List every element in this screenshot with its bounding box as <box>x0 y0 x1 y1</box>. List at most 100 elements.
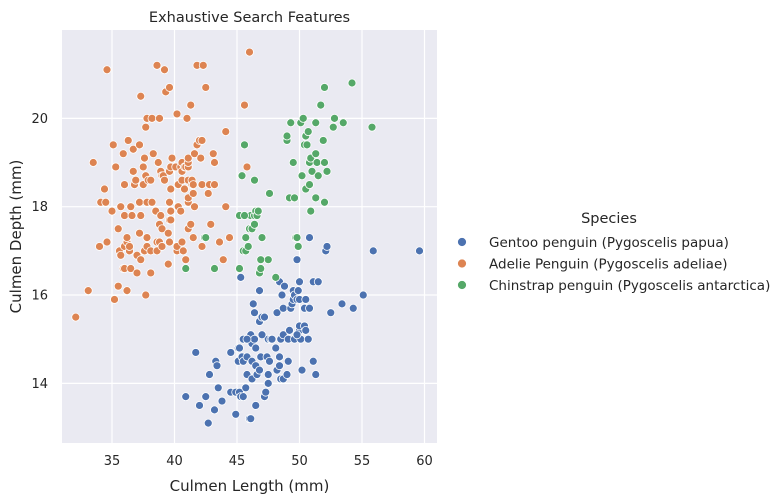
legend-label-series-1: Adelie Penguin (Pygoscelis adeliae) <box>489 257 728 273</box>
data-point-series-0 <box>260 312 269 322</box>
data-point-series-2 <box>328 122 338 132</box>
y-tick-label: 16 <box>31 289 48 304</box>
data-point-series-1 <box>160 65 169 75</box>
data-point-series-2 <box>312 158 322 167</box>
data-point-series-0 <box>358 290 368 300</box>
y-tick-label: 20 <box>31 112 48 127</box>
data-point-series-1 <box>182 113 192 123</box>
data-point-series-0 <box>181 392 191 402</box>
data-point-series-0 <box>213 383 223 393</box>
data-point-series-1 <box>138 162 148 172</box>
data-point-series-1 <box>206 219 216 229</box>
data-point-series-1 <box>113 281 123 291</box>
data-point-series-1 <box>165 237 174 247</box>
data-point-series-1 <box>172 109 182 119</box>
data-point-series-2 <box>313 171 323 181</box>
data-point-series-1 <box>95 242 104 251</box>
data-point-series-0 <box>210 405 219 415</box>
data-point-series-0 <box>322 242 332 251</box>
legend-marker-series-1 <box>457 258 467 269</box>
data-point-series-0 <box>303 334 313 344</box>
data-point-series-0 <box>326 308 336 318</box>
data-point-series-0 <box>368 246 378 256</box>
data-point-series-1 <box>196 153 206 163</box>
data-point-series-1 <box>88 158 98 167</box>
data-point-series-1 <box>203 189 213 198</box>
data-point-series-0 <box>293 286 303 296</box>
data-point-series-2 <box>256 255 266 265</box>
data-point-series-1 <box>245 47 254 57</box>
data-point-series-2 <box>181 264 191 273</box>
data-point-series-1 <box>221 127 231 136</box>
data-point-series-0 <box>257 330 267 340</box>
data-point-series-1 <box>152 60 162 70</box>
x-tick-labels: 35 40 45 50 55 60 <box>104 454 433 469</box>
data-point-series-1 <box>242 162 252 172</box>
data-point-series-1 <box>118 149 128 159</box>
data-point-series-2 <box>263 255 273 265</box>
data-point-series-2 <box>297 171 307 181</box>
data-point-series-1 <box>108 140 118 150</box>
data-point-series-2 <box>293 242 303 251</box>
data-point-series-1 <box>163 259 173 269</box>
data-point-series-1 <box>166 184 176 194</box>
data-point-series-0 <box>337 299 347 309</box>
data-point-series-1 <box>155 113 164 123</box>
data-point-series-0 <box>217 396 227 406</box>
data-point-series-1 <box>101 197 111 207</box>
data-point-series-0 <box>263 378 273 388</box>
data-point-series-1 <box>210 158 219 167</box>
data-point-series-0 <box>251 401 261 410</box>
data-point-series-2 <box>311 193 321 203</box>
data-point-series-0 <box>236 272 246 282</box>
data-point-series-0 <box>275 352 284 362</box>
data-point-series-1 <box>225 233 234 243</box>
data-point-series-2 <box>286 118 296 128</box>
data-point-series-0 <box>250 334 259 344</box>
data-point-series-0 <box>301 295 311 304</box>
data-point-series-2 <box>237 171 247 181</box>
data-point-series-1 <box>188 189 198 198</box>
x-tick-label: 40 <box>166 454 183 469</box>
data-point-series-1 <box>147 197 157 207</box>
data-point-series-1 <box>165 83 174 92</box>
legend-label-series-0: Gentoo penguin (Pygoscelis papua) <box>489 235 729 251</box>
data-point-series-1 <box>165 197 174 207</box>
data-point-series-0 <box>280 281 289 291</box>
data-point-series-0 <box>271 343 281 353</box>
data-point-series-2 <box>318 136 328 145</box>
data-point-series-0 <box>297 365 307 375</box>
data-point-series-1 <box>186 100 196 110</box>
data-point-series-1 <box>197 136 207 145</box>
y-tick-label: 18 <box>31 200 48 215</box>
data-point-series-0 <box>305 303 314 313</box>
data-point-series-0 <box>277 290 287 300</box>
data-point-series-1 <box>157 242 167 251</box>
data-point-series-0 <box>201 392 211 402</box>
data-point-series-2 <box>347 78 357 88</box>
legend-marker-series-2 <box>457 280 467 290</box>
data-point-series-2 <box>282 131 292 141</box>
data-point-series-1 <box>183 153 193 163</box>
data-point-series-1 <box>126 264 136 273</box>
data-point-series-0 <box>212 361 222 371</box>
data-point-series-1 <box>148 149 158 159</box>
legend-title: Species <box>581 211 637 227</box>
data-point-series-1 <box>180 184 189 194</box>
data-point-series-0 <box>308 356 318 366</box>
data-point-series-1 <box>221 202 231 212</box>
data-point-series-2 <box>253 206 263 216</box>
data-point-series-2 <box>320 83 329 92</box>
data-point-series-1 <box>120 211 129 220</box>
data-point-series-0 <box>195 401 204 410</box>
data-point-series-0 <box>295 277 304 287</box>
data-point-series-2 <box>243 242 253 251</box>
data-point-series-1 <box>107 206 117 216</box>
data-point-series-0 <box>255 286 264 296</box>
data-point-series-2 <box>241 233 251 243</box>
data-point-series-1 <box>163 228 173 238</box>
data-point-series-2 <box>292 233 302 243</box>
x-tick-label: 50 <box>291 454 308 469</box>
data-point-series-1 <box>142 233 152 243</box>
